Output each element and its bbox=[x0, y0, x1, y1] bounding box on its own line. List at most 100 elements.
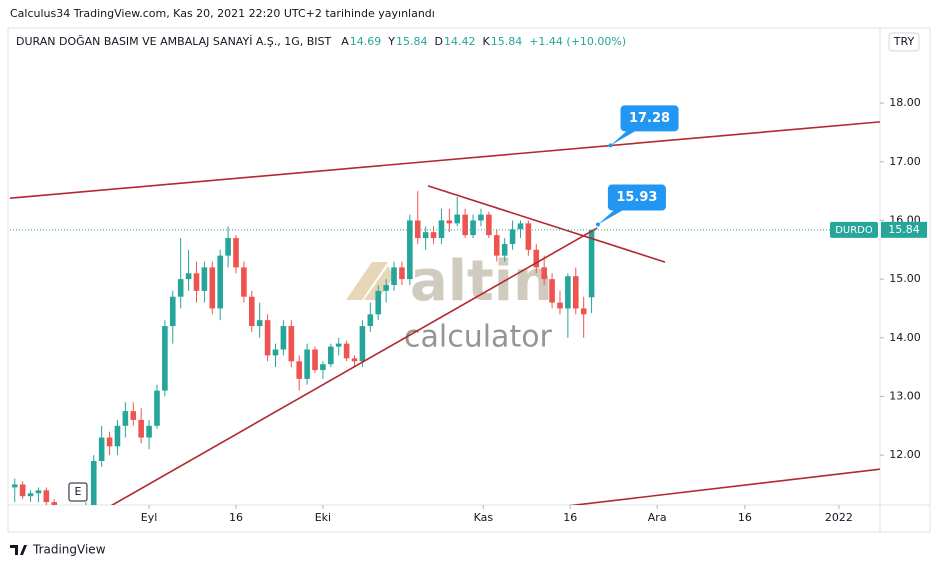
candle bbox=[588, 229, 595, 314]
frame bbox=[7, 27, 931, 533]
candle-body bbox=[375, 290, 382, 315]
candle bbox=[517, 220, 524, 239]
candle-body bbox=[114, 425, 121, 447]
candle-body bbox=[280, 326, 287, 350]
candle-body bbox=[462, 214, 468, 236]
candle-body bbox=[130, 411, 137, 420]
x-tick-label: Ara bbox=[648, 511, 667, 524]
candle-body bbox=[549, 279, 555, 303]
candle-body bbox=[146, 425, 152, 438]
candle bbox=[98, 425, 105, 467]
y-tick-label: 18.00 bbox=[889, 96, 921, 109]
candle bbox=[454, 196, 461, 227]
ohlc-value: 14.42 bbox=[444, 35, 476, 48]
candle bbox=[241, 261, 247, 303]
candle bbox=[225, 226, 231, 268]
candle bbox=[391, 261, 397, 291]
candle bbox=[75, 508, 81, 526]
candle-body bbox=[256, 320, 263, 327]
candle-body bbox=[367, 314, 374, 327]
candle-body bbox=[320, 364, 326, 371]
candle-body bbox=[478, 214, 484, 221]
candle-body bbox=[90, 460, 97, 505]
candle bbox=[201, 261, 208, 303]
callout-point bbox=[608, 143, 613, 148]
ohlc-value: 15.84 bbox=[491, 35, 523, 48]
candle-body bbox=[98, 437, 105, 461]
candle bbox=[35, 487, 42, 503]
event-marker bbox=[68, 482, 88, 502]
callout-point bbox=[595, 222, 600, 227]
published: Calculus34 TradingView.com, Kas 20, 2021… bbox=[10, 7, 435, 20]
x-tick-label: 16 bbox=[229, 511, 243, 524]
candle bbox=[19, 481, 26, 500]
candle-body bbox=[351, 358, 358, 362]
x-tick-label: Eyl bbox=[141, 511, 158, 524]
candle-body bbox=[233, 238, 239, 268]
candle bbox=[90, 455, 97, 505]
candle bbox=[130, 402, 137, 426]
x-tick-label: Eki bbox=[315, 511, 331, 524]
trend-line bbox=[110, 227, 598, 505]
ohlc-label: Y bbox=[387, 35, 395, 48]
candle bbox=[438, 208, 445, 244]
ohlc-label: A bbox=[341, 35, 349, 48]
candle-body bbox=[106, 437, 113, 447]
candle bbox=[138, 408, 144, 444]
candle-body bbox=[304, 349, 310, 379]
candle-body bbox=[383, 284, 389, 291]
candle-body bbox=[288, 326, 295, 362]
candle-body bbox=[454, 214, 461, 224]
candle-body bbox=[83, 505, 89, 514]
candle bbox=[486, 211, 492, 239]
currency-box[interactable] bbox=[888, 32, 920, 52]
candle-body bbox=[335, 343, 342, 347]
candle bbox=[296, 355, 303, 391]
candle-body bbox=[446, 220, 453, 224]
candle-body bbox=[138, 419, 144, 438]
candle-body bbox=[470, 220, 476, 236]
candle bbox=[430, 226, 437, 244]
candle bbox=[422, 226, 429, 250]
candle-body bbox=[486, 214, 492, 236]
ohlc-value: 15.84 bbox=[396, 35, 428, 48]
candle bbox=[509, 220, 516, 250]
candle-body bbox=[359, 326, 366, 362]
candle bbox=[256, 302, 263, 338]
ohlc-label: D bbox=[435, 35, 443, 48]
candle-body bbox=[272, 349, 279, 356]
currency[interactable]: TRY bbox=[893, 35, 915, 48]
candle bbox=[580, 296, 587, 338]
candle bbox=[122, 402, 129, 438]
candle bbox=[304, 343, 310, 385]
candle-body bbox=[122, 411, 129, 426]
symbol-title: DURAN DOĞAN BASIM VE AMBALAJ SANAYİ A.Ş.… bbox=[16, 35, 332, 48]
x-tick-label: 16 bbox=[563, 511, 577, 524]
candle bbox=[320, 361, 326, 379]
candle bbox=[27, 490, 34, 503]
watermark-logo bbox=[346, 262, 394, 300]
candle-body bbox=[501, 243, 508, 256]
candle-body bbox=[312, 349, 318, 371]
watermark-text: altin bbox=[410, 249, 553, 314]
callout-label: 15.93 bbox=[616, 190, 657, 205]
candle-body bbox=[525, 223, 532, 250]
candle-body bbox=[19, 484, 26, 497]
candle bbox=[264, 314, 271, 362]
callout-label: 17.28 bbox=[629, 111, 670, 126]
candle-body bbox=[438, 220, 445, 239]
candle bbox=[233, 235, 239, 274]
y-tick-label: 13.00 bbox=[889, 389, 921, 402]
candle bbox=[248, 290, 255, 332]
candle bbox=[470, 214, 476, 239]
candle-body bbox=[493, 235, 500, 256]
ticker: DURDO bbox=[835, 225, 873, 236]
trend-line bbox=[10, 121, 880, 199]
callout-pointer bbox=[610, 129, 639, 146]
ohlc-label: K bbox=[483, 35, 491, 48]
candle-body bbox=[51, 502, 58, 505]
plot bbox=[10, 121, 880, 526]
candle-body bbox=[59, 514, 65, 520]
candle-body bbox=[391, 267, 397, 285]
candle bbox=[177, 238, 184, 309]
